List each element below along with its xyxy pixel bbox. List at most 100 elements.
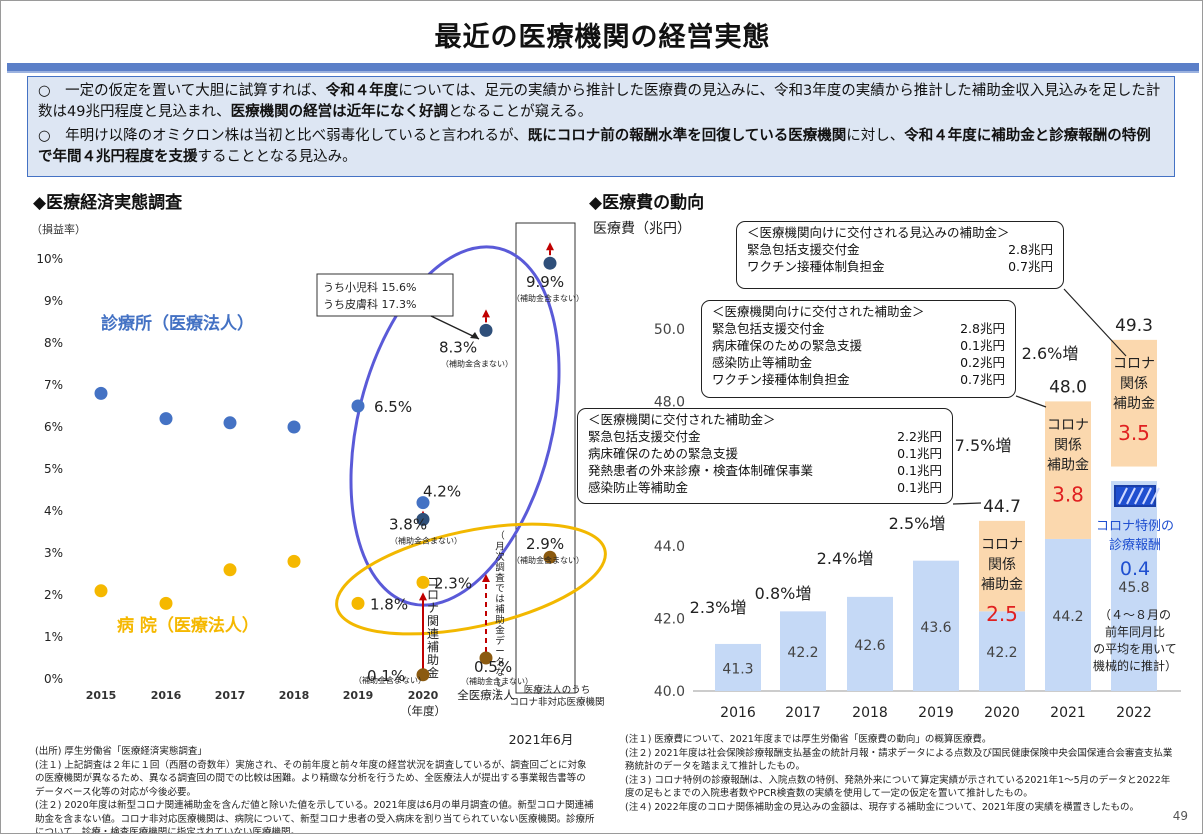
subsidy-amount: 2.8兆円 xyxy=(1008,242,1053,257)
growth-label: 2.4%増 xyxy=(817,549,874,568)
bar-base xyxy=(1045,538,1091,691)
x-axis-label: （年度） xyxy=(400,704,446,718)
covid-bar-value: 3.8 xyxy=(1052,482,1084,506)
survey-date: 2021年6月 xyxy=(509,732,574,747)
value-label: 2.3% xyxy=(434,574,472,592)
subsidy-amount: 0.7兆円 xyxy=(1008,259,1053,274)
subsidy-amount: 0.7兆円 xyxy=(960,372,1005,387)
hospital-point xyxy=(159,596,173,610)
x-tick-label: 2018 xyxy=(852,705,888,721)
summary-text: ○ 年明け以降のオミクロン株は当初と比べ弱毒化していると言われるが、 xyxy=(38,128,528,144)
value-label: 6.5% xyxy=(374,398,412,416)
x-tick-label: 2022 xyxy=(1116,705,1152,721)
subsidy-row: ワクチン接種体制負担金 0.7兆円 xyxy=(712,371,1005,388)
bar-value-label: 43.6 xyxy=(920,620,951,636)
subsidy-row: 発熱患者の外来診療・検査体制確保事業 0.1兆円 xyxy=(588,462,942,479)
covid-bar-label: コロナ xyxy=(1047,417,1089,433)
value-label-note: （補助金含まない） xyxy=(461,676,533,686)
bar-base xyxy=(979,611,1025,691)
summary-text: することとなる見込み。 xyxy=(197,149,357,165)
series-label-hospital: 病 院（医療法人） xyxy=(117,615,259,636)
y-tick-label: 8% xyxy=(44,336,63,350)
y-tick-label: 3% xyxy=(44,546,63,560)
vertical-label-subsidy: 補 xyxy=(427,640,439,654)
summary-emphasis: 令和４年度 xyxy=(325,83,399,99)
notes-right: (注１) 医療費について、2021年度までは厚生労働省「医療費の動向」の概算医療… xyxy=(625,733,1173,814)
title-band-light xyxy=(7,71,1199,73)
vertical-label-monthly: ） xyxy=(495,688,505,700)
y-tick-label: 42.0 xyxy=(654,612,685,628)
subsidy-item: 病床確保のための緊急支援 xyxy=(712,338,863,353)
hospital-excl-subsidy-point xyxy=(479,651,493,665)
arrow-clinic-noncovid-head xyxy=(546,242,554,251)
subsidy-item: ワクチン接種体制負担金 xyxy=(747,259,885,274)
value-label-note: （補助金含まない） xyxy=(512,555,584,565)
vertical-label-subsidy: 助 xyxy=(427,653,439,667)
hospital-point xyxy=(287,554,301,568)
box-connector xyxy=(1015,395,1047,408)
summary-text: については、足元の実績から推計した医療費の見込みに、令和3年度の実績から推計した… xyxy=(38,83,1161,120)
subsidy-amount: 0.1兆円 xyxy=(897,480,942,495)
bar-base xyxy=(913,560,959,691)
growth-label: 2.3%増 xyxy=(690,598,747,617)
growth-label: 0.8%増 xyxy=(755,584,812,603)
subsidy-amount: 0.1兆円 xyxy=(960,338,1005,353)
clinic-excl-subsidy-point xyxy=(543,256,557,270)
clinic-point xyxy=(287,420,301,434)
right-section-title: ◆医療費の動向 xyxy=(589,193,705,213)
hospital-point xyxy=(416,575,430,589)
arrow-clinic-all-head xyxy=(482,309,490,318)
subsidy-arrow-hospital-head xyxy=(419,592,427,601)
vertical-label-monthly: 助 xyxy=(495,614,505,626)
vertical-label-monthly: ー xyxy=(495,647,505,658)
vertical-label-subsidy: 関 xyxy=(427,614,439,628)
medical-cost-chart: 医療費（兆円） 40.0 42.0 44.0 48.0 50.0 41.3 2016 42.2 2… xyxy=(593,220,1181,721)
box-connector xyxy=(952,502,982,505)
subsidy-item: 緊急包括支援交付金 xyxy=(712,321,825,336)
growth-label: 2.5%増 xyxy=(889,514,946,533)
subsidy-box-expected-head: ＜医療機関向けに交付される見込みの補助金＞ xyxy=(747,225,1010,240)
subsidy-item: ワクチン接種体制負担金 xyxy=(712,372,850,387)
bar-base xyxy=(847,596,893,691)
y-tick-label: 50.0 xyxy=(654,322,685,338)
covid-bar-value: 2.5 xyxy=(986,602,1018,626)
hatch-line xyxy=(1126,487,1136,505)
hospital-point xyxy=(223,563,237,577)
clinic-point xyxy=(223,416,237,430)
hospital-ellipse xyxy=(335,522,607,636)
summary-box: ○ 一定の仮定を置いて大胆に試算すれば、令和４年度については、足元の実績から推計… xyxy=(27,76,1175,177)
left-section-title: ◆医療経済実態調査 xyxy=(33,193,183,213)
box-connector xyxy=(1063,288,1127,357)
note-line: (注２) 2021年度は社会保険診療報酬支払基金の統計月報・請求データによる点数… xyxy=(625,747,1173,773)
x-tick-label: コロナ非対応医療機関 xyxy=(509,696,604,708)
subsidy-amount: 2.8兆円 xyxy=(960,321,1005,336)
vertical-label-monthly: （ xyxy=(495,530,505,542)
bar-total-label: 48.0 xyxy=(1049,377,1087,397)
covid-bar-label: コロナ xyxy=(1113,356,1155,372)
vertical-label-monthly: は xyxy=(495,594,505,605)
special-label: 診療報酬 xyxy=(1109,537,1161,553)
bar-base xyxy=(715,643,761,691)
y-tick-label: 2% xyxy=(44,588,63,602)
subsidy-amount: 0.1兆円 xyxy=(897,463,942,478)
hospital-excl-subsidy-point xyxy=(543,550,557,564)
subsidy-item: 発熱患者の外来診療・検査体制確保事業 xyxy=(588,463,814,478)
value-label-note: （補助金含まない） xyxy=(354,675,426,685)
vertical-label-monthly: し xyxy=(495,678,505,689)
callout-box xyxy=(316,273,454,317)
callout-text: うち小児科 15.6% xyxy=(323,280,416,294)
bar-covid-subsidy xyxy=(979,520,1025,612)
summary-emphasis: 医療機関の経営は近年になく好調 xyxy=(230,104,449,120)
x-tick-label: 2020 xyxy=(408,689,439,702)
callout-arrow xyxy=(430,315,480,340)
vertical-label-monthly: タ xyxy=(495,657,505,668)
x-tick-label: 2017 xyxy=(215,689,246,702)
x-tick-label: 2016 xyxy=(151,689,182,702)
bar-value-label: 45.8 xyxy=(1118,580,1149,596)
clinic-point xyxy=(351,399,365,413)
subsidy-row: ワクチン接種体制負担金 0.7兆円 xyxy=(747,258,1053,275)
special-label: コロナ特例の xyxy=(1096,519,1174,534)
value-label: 3.8% xyxy=(389,515,427,533)
bar-value-label: 42.2 xyxy=(986,645,1017,661)
x-tick-label: 2021 xyxy=(1050,705,1086,721)
